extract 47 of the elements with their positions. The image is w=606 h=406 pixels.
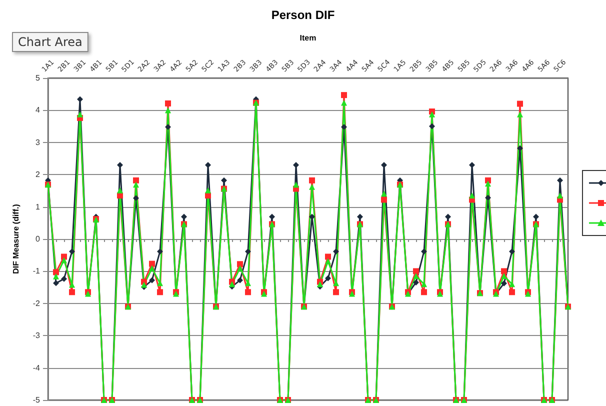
point: [181, 214, 187, 220]
point: [333, 248, 339, 255]
point: [293, 162, 299, 168]
y-tick-label: 1: [36, 202, 41, 212]
point: [53, 280, 59, 286]
point: [117, 162, 123, 168]
point: [149, 277, 155, 284]
y-tick-label: -5: [32, 396, 41, 404]
point: [413, 279, 419, 286]
point: [469, 162, 475, 168]
point: [485, 194, 491, 201]
y-tick-label: -4: [32, 363, 41, 372]
y-tick-label: -3: [32, 331, 41, 340]
point: [509, 248, 515, 255]
point: [341, 124, 347, 130]
point: [357, 214, 363, 220]
point: [429, 123, 435, 130]
y-axis-title: DIF Measure (diff.): [12, 204, 20, 274]
point: [381, 162, 387, 168]
point: [133, 195, 139, 202]
point: [517, 145, 523, 152]
point: [501, 280, 507, 286]
point: [325, 275, 331, 282]
point: [61, 276, 67, 282]
point: [69, 248, 75, 255]
y-tick-label: -2: [32, 298, 41, 308]
y-tick-label: 0: [36, 234, 41, 244]
point: [77, 96, 83, 102]
chart-title: Person DIF: [271, 8, 335, 22]
y-tick-label: 2: [36, 170, 41, 180]
point: [221, 177, 227, 184]
point: [165, 124, 171, 130]
text: Chart Area: [18, 35, 82, 49]
point: [557, 177, 563, 184]
point: [445, 214, 451, 220]
point: [245, 248, 251, 255]
point: [205, 162, 211, 168]
y-tick-label: 5: [36, 74, 41, 82]
y-tick-label: -1: [32, 266, 41, 276]
point: [533, 214, 539, 220]
point: [269, 214, 275, 220]
point: [237, 277, 243, 284]
y-tick-label: 3: [36, 138, 41, 147]
point: [157, 248, 163, 255]
y-tick-label: 4: [36, 106, 41, 115]
point: [421, 248, 427, 255]
x-axis-title: Item: [300, 34, 316, 42]
